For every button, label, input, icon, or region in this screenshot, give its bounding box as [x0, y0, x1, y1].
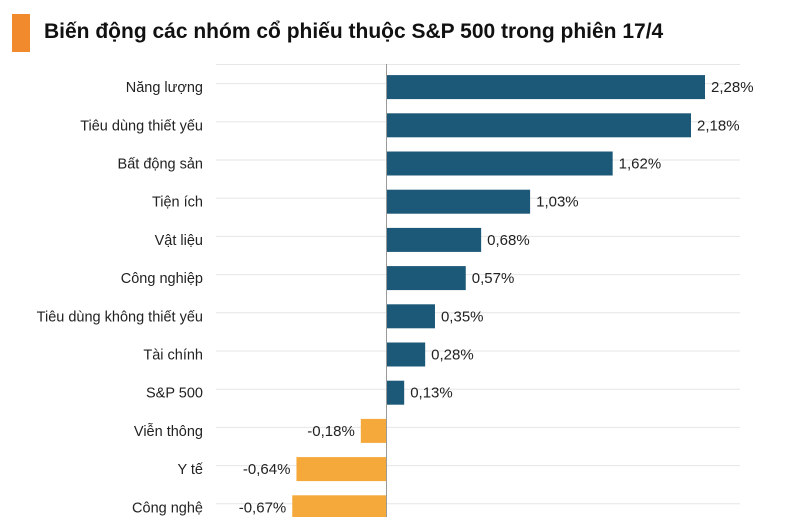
category-label: Y tế — [177, 462, 203, 478]
bar — [386, 151, 613, 176]
bar — [292, 495, 386, 517]
category-label: Năng lượng — [126, 80, 203, 96]
title-accent-bar — [12, 14, 30, 52]
bar — [386, 113, 692, 138]
data-label: -0,18% — [307, 423, 355, 440]
data-label: 0,35% — [441, 308, 484, 325]
category-label: Vật liệu — [155, 233, 203, 249]
bar — [386, 304, 435, 329]
category-label: Tiện ích — [152, 195, 203, 211]
data-label: -0,67% — [239, 499, 287, 516]
data-label: 2,28% — [711, 79, 754, 96]
category-label: Công nghệ — [132, 500, 203, 516]
data-label: 1,62% — [619, 156, 662, 173]
category-label: Tiêu dùng thiết yếu — [80, 118, 203, 134]
category-label: Bất động sản — [118, 157, 203, 173]
bar — [360, 418, 386, 443]
bar — [386, 380, 405, 405]
category-label: Tiêu dùng không thiết yếu — [37, 309, 203, 325]
data-label: 0,68% — [487, 232, 530, 249]
data-label: 2,18% — [697, 117, 740, 134]
data-label: 0,28% — [431, 347, 474, 364]
data-label: -0,64% — [243, 461, 291, 478]
category-label: Công nghiệp — [121, 271, 203, 287]
category-label: S&P 500 — [146, 386, 203, 402]
category-label: Tài chính — [143, 348, 203, 364]
bar — [386, 227, 482, 252]
chart-title: Biến động các nhóm cổ phiếu thuộc S&P 50… — [44, 20, 664, 43]
bar — [386, 266, 466, 291]
data-label: 1,03% — [536, 194, 579, 211]
bar — [386, 75, 705, 100]
category-label: Viễn thông — [134, 423, 203, 440]
data-label: 0,57% — [472, 270, 515, 287]
bar — [386, 342, 426, 367]
bar — [386, 189, 531, 214]
data-label: 0,13% — [410, 385, 453, 402]
bar — [296, 457, 386, 482]
